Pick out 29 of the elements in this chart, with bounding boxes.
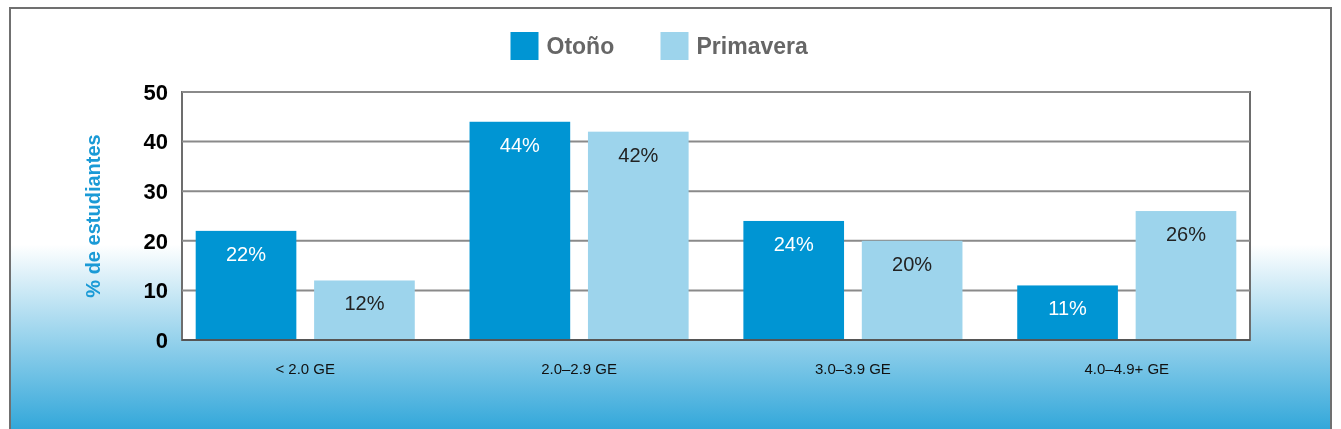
x-tick-label: 4.0–4.9+ GE	[1084, 360, 1170, 377]
bar	[195, 230, 297, 340]
x-tick-label: 3.0–3.9 GE	[814, 360, 891, 377]
data-label: 42%	[618, 143, 659, 166]
data-label: 22%	[226, 242, 267, 265]
y-tick-label: 20	[143, 228, 168, 254]
data-label: 12%	[344, 292, 385, 315]
legend-label: Primavera	[696, 33, 808, 60]
data-label: 11%	[1048, 297, 1088, 320]
y-axis-title: % de estudiantes	[82, 134, 104, 298]
data-label: 20%	[892, 252, 933, 275]
y-tick-label: 40	[143, 129, 168, 155]
bar	[469, 121, 571, 340]
x-tick-label: 2.0–2.9 GE	[541, 360, 618, 377]
legend-label: Otoño	[546, 33, 615, 60]
bar	[1135, 211, 1237, 340]
data-label: 26%	[1165, 223, 1207, 246]
y-tick-label: 50	[143, 79, 168, 105]
y-tick-label: 0	[155, 327, 168, 353]
bar	[743, 220, 845, 340]
bar	[861, 240, 963, 340]
y-tick-label: 10	[143, 278, 168, 304]
data-label: 24%	[773, 232, 814, 255]
bar	[1017, 285, 1118, 340]
data-label: 44%	[499, 133, 541, 156]
bar	[314, 280, 415, 340]
x-tick-label: < 2.0 GE	[275, 360, 336, 377]
bar	[587, 131, 689, 340]
y-tick-label: 30	[143, 178, 168, 204]
